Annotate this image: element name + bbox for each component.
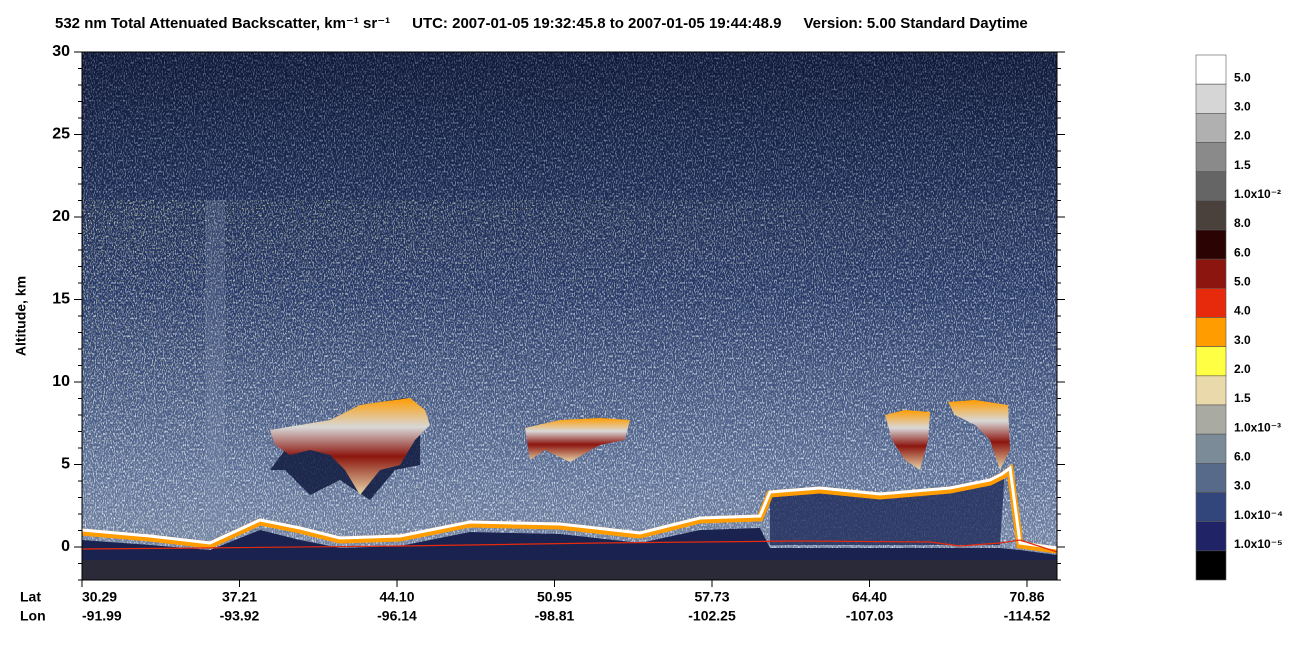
colorbar-swatch: [1195, 113, 1227, 143]
lat-label: 50.95: [537, 589, 572, 605]
colorbar-swatch: [1195, 83, 1227, 114]
colorbar-swatch: [1195, 521, 1227, 552]
colorbar-swatch: [1195, 317, 1227, 347]
colorbar-label: 3.0: [1234, 479, 1251, 493]
lat-label: 44.10: [379, 589, 414, 605]
colorbar-swatch: [1195, 346, 1227, 377]
lon-label: -102.25: [688, 608, 736, 624]
colorbar-label: 5.0: [1234, 275, 1251, 289]
colorbar-swatch: [1195, 142, 1227, 172]
lon-label: -93.92: [220, 608, 260, 624]
curtain-aerosol: [82, 200, 1057, 540]
surface-return: [81, 465, 1058, 550]
lat-label: 70.86: [1009, 589, 1044, 605]
lat-label: 64.40: [852, 589, 887, 605]
y-tick-label: 5: [61, 456, 70, 473]
curtain-streak: [205, 200, 225, 540]
lat-label: 37.21: [222, 589, 257, 605]
lon-label: -114.52: [1004, 608, 1051, 624]
lon-label: -96.14: [377, 608, 417, 624]
y-tick-label: 25: [52, 126, 70, 143]
cloud: [525, 418, 630, 462]
colorbar-swatch: [1195, 463, 1227, 493]
colorbar-label: 4.0: [1234, 304, 1251, 318]
colorbar-swatch: [1195, 433, 1227, 464]
curtain: [81, 52, 1058, 580]
colorbar-label: 5.0: [1234, 70, 1251, 84]
y-tick-label: 0: [61, 538, 70, 555]
title: 532 nm Total Attenuated Backscatter, km⁻…: [55, 15, 390, 32]
lon-label: -98.81: [535, 608, 575, 624]
colorbar-label: 6.0: [1234, 245, 1251, 259]
lat-label: 57.73: [694, 589, 729, 605]
colorbar-swatch: [1195, 258, 1227, 289]
colorbar-label: 8.0: [1234, 216, 1251, 230]
colorbar-label: 1.0x10⁻²: [1234, 187, 1281, 201]
lat-row-label: Lat: [20, 589, 41, 605]
lon-label: -91.99: [82, 608, 122, 624]
lon-label: -107.03: [846, 608, 894, 624]
surface-return: [81, 463, 1058, 554]
subsurface-bottom: [82, 560, 1057, 580]
lat-label: 30.29: [82, 589, 117, 605]
y-tick-label: 30: [52, 43, 70, 60]
colorbar-swatch: [1195, 492, 1227, 522]
colorbar-label: 1.0x10⁻³: [1234, 420, 1281, 434]
colorbar-swatch: [1195, 375, 1227, 406]
cloud: [885, 410, 930, 470]
cloud: [948, 400, 1010, 470]
colorbar-label: 1.0x10⁻⁴: [1234, 508, 1283, 522]
colorbar-swatch: [1195, 404, 1227, 435]
colorbar-swatch: [1195, 550, 1227, 581]
colorbar-label: 1.0x10⁻⁵: [1234, 537, 1283, 551]
colorbar-swatch: [1195, 171, 1227, 202]
colorbar-label: 1.5: [1234, 391, 1251, 405]
dem-surface: [81, 539, 1058, 553]
colorbar-swatch: [1195, 229, 1227, 260]
time-range: UTC: 2007-01-05 19:32:45.8 to 2007-01-05…: [412, 15, 781, 32]
y-tick-label: 20: [52, 208, 70, 225]
colorbar-label: 3.0: [1234, 333, 1251, 347]
cloud: [270, 398, 430, 495]
colorbar-swatch: [1195, 54, 1227, 85]
y-tick-label: 10: [52, 373, 70, 390]
colorbar-swatch: [1195, 200, 1227, 231]
chart-title: 532 nm Total Attenuated Backscatter, km⁻…: [55, 15, 1028, 32]
colorbar-label: 1.5: [1234, 158, 1251, 172]
version: Version: 5.00 Standard Daytime: [804, 15, 1028, 32]
colorbar-label: 3.0: [1234, 100, 1251, 114]
lon-row-label: Lon: [20, 608, 46, 624]
y-axis-label: Altitude, km: [13, 276, 29, 356]
colorbar-label: 2.0: [1234, 129, 1251, 143]
colorbar-label: 2.0: [1234, 362, 1251, 376]
y-tick-label: 15: [52, 291, 70, 308]
colorbar-label: 6.0: [1234, 450, 1251, 464]
colorbar-swatch: [1195, 288, 1227, 318]
